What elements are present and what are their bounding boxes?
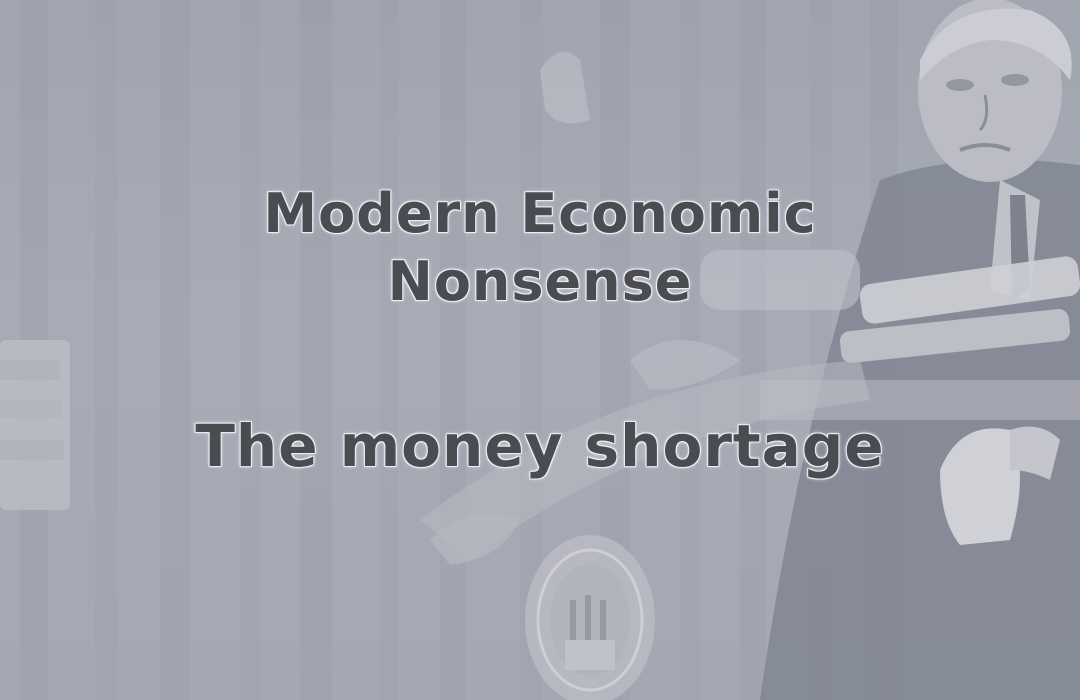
left-blurred-object — [0, 340, 70, 510]
subtitle: The money shortage — [0, 410, 1080, 482]
subtitle-text: The money shortage — [195, 412, 885, 480]
headline-line-2: Nonsense — [387, 250, 693, 313]
headline-line-1: Modern Economic — [263, 182, 817, 245]
official-seal — [525, 535, 655, 700]
headline: Modern Economic Nonsense — [0, 180, 1080, 316]
blurred-shapes — [430, 52, 740, 565]
podium-microphones — [420, 250, 1080, 560]
